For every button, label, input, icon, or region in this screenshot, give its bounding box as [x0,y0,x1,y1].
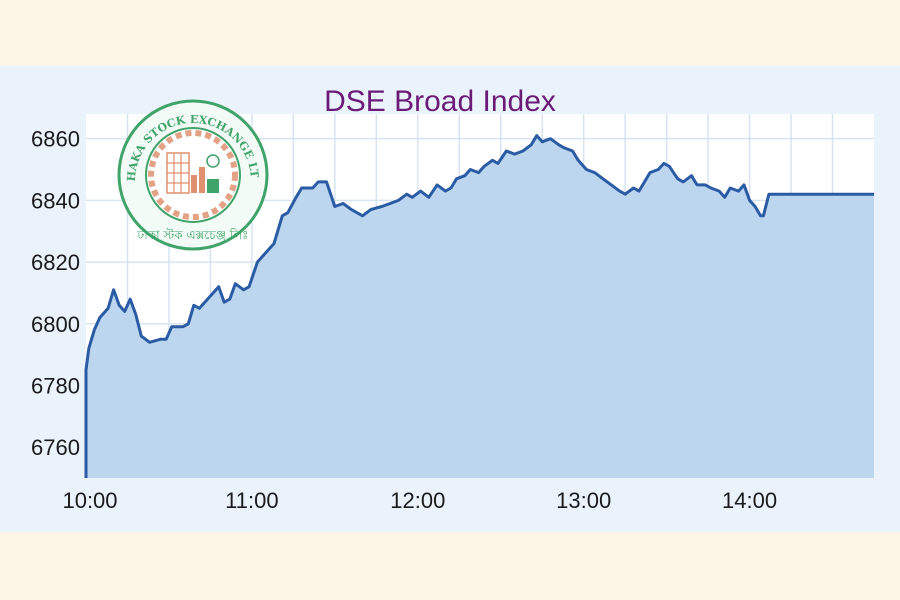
y-tick-label: 6780 [31,373,80,398]
y-tick-label: 6820 [31,250,80,275]
x-tick-label: 14:00 [722,488,777,513]
y-tick-label: 6860 [31,127,80,152]
svg-text:ঢাকা স্টক এক্সচেঞ্জ লিঃ: ঢাকা স্টক এক্সচেঞ্জ লিঃ [136,228,248,242]
y-tick-label: 6800 [31,312,80,337]
y-axis: 6760 6780 6800 6820 6840 6860 [31,127,80,460]
y-tick-label: 6840 [31,188,80,213]
x-tick-label: 10:00 [62,488,117,513]
index-line [84,134,874,478]
x-axis: 10:00 11:00 12:00 13:00 14:00 [62,488,777,513]
building-icon [166,152,220,194]
x-tick-label: 13:00 [556,488,611,513]
index-area [86,135,874,478]
x-tick-label: 12:00 [390,488,445,513]
dse-logo: DHAKA STOCK EXCHANGE LTD. ঢাকা স্টক এক্স… [117,99,269,251]
chart-title: DSE Broad Index [324,85,556,118]
x-tick-label: 11:00 [225,488,278,513]
y-tick-label: 6760 [31,435,80,460]
